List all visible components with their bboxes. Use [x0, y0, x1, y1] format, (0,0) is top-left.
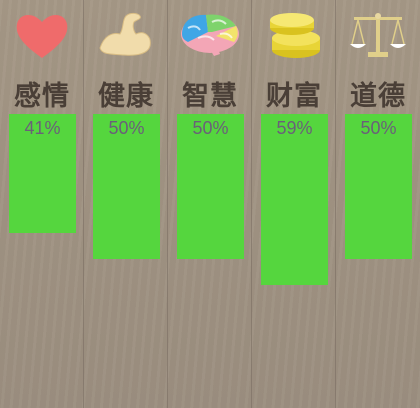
attribute-bar: 59%	[261, 114, 328, 285]
attribute-column-emotion: 感情 41%	[0, 0, 84, 408]
attribute-percent: 50%	[108, 118, 145, 138]
attribute-bar: 50%	[93, 114, 160, 259]
attribute-column-morality: 道德 50%	[336, 0, 420, 408]
brain-icon	[168, 8, 252, 62]
attribute-label: 道德	[350, 81, 406, 112]
heart-icon	[0, 8, 84, 62]
attribute-label: 健康	[98, 81, 154, 112]
attribute-label: 智慧	[182, 81, 238, 112]
attribute-percent: 41%	[24, 118, 61, 138]
attribute-bar: 41%	[9, 114, 76, 233]
attribute-label: 感情	[14, 81, 70, 112]
flexed-arm-icon	[84, 8, 168, 62]
attribute-percent: 59%	[276, 118, 313, 138]
gold-coins-icon	[252, 8, 336, 62]
attribute-percent: 50%	[192, 118, 229, 138]
attribute-percent: 50%	[360, 118, 397, 138]
attribute-label: 财富	[266, 81, 322, 112]
attribute-bar: 50%	[177, 114, 244, 259]
attribute-column-wealth: 财富 59%	[252, 0, 336, 408]
balance-scale-icon	[336, 8, 420, 62]
attribute-column-wisdom: 智慧 50%	[168, 0, 252, 408]
attribute-column-health: 健康 50%	[84, 0, 168, 408]
attribute-bar: 50%	[345, 114, 412, 259]
